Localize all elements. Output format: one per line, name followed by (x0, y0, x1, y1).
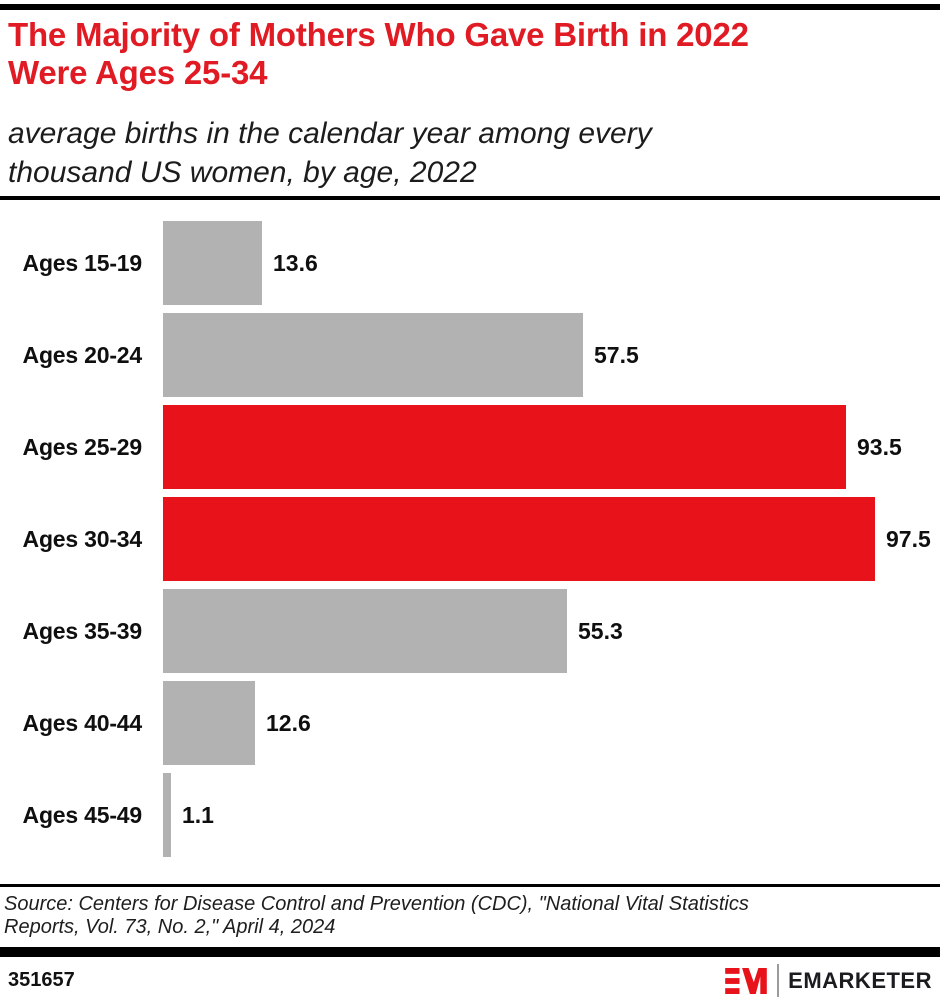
chart-id: 351657 (8, 969, 75, 991)
chart-row: Ages 25-29 93.5 (0, 405, 940, 489)
value-label: 13.6 (273, 249, 318, 276)
value-label: 12.6 (266, 709, 311, 736)
source-divider (0, 884, 940, 887)
category-label: Ages 25-29 (22, 433, 143, 460)
category-label: Ages 40-44 (22, 709, 143, 736)
bottom-black-band (0, 947, 940, 957)
bar (163, 681, 255, 765)
emarketer-wordmark: EMARKETER (788, 967, 932, 993)
chart-row: Ages 45-49 1.1 (0, 773, 940, 857)
chart-title: The Majority of Mothers Who Gave Birth i… (8, 16, 749, 91)
chart-row: Ages 15-19 13.6 (0, 221, 940, 305)
value-label: 57.5 (594, 341, 639, 368)
bar-track: 93.5 (163, 405, 940, 489)
category-label: Ages 45-49 (22, 801, 143, 828)
bar-track: 1.1 (163, 773, 940, 857)
bar-track: 12.6 (163, 681, 940, 765)
bar (163, 221, 262, 305)
bar-track: 57.5 (163, 313, 940, 397)
source-note: Source: Centers for Disease Control and … (4, 893, 749, 938)
bar (163, 497, 875, 581)
category-label: Ages 35-39 (22, 617, 143, 644)
bar (163, 313, 583, 397)
em-monogram-icon (725, 967, 767, 994)
chart-subtitle: average births in the calendar year amon… (8, 117, 652, 189)
header: The Majority of Mothers Who Gave Birth i… (0, 10, 940, 196)
value-label: 55.3 (578, 617, 623, 644)
bar (163, 405, 846, 489)
footer: 351657 EMARKETER (0, 957, 940, 1004)
bar-chart: Ages 15-19 13.6 Ages 20-24 57.5 Ages 25-29 93… (0, 200, 940, 884)
emarketer-logo: EMARKETER (725, 964, 932, 997)
chart-row: Ages 30-34 97.5 (0, 497, 940, 581)
bar-track: 13.6 (163, 221, 940, 305)
header-divider (0, 196, 940, 200)
logo-separator (777, 964, 780, 997)
category-label: Ages 15-19 (22, 249, 143, 276)
chart-row: Ages 35-39 55.3 (0, 589, 940, 673)
value-label: 97.5 (886, 525, 931, 552)
bar-track: 97.5 (163, 497, 940, 581)
category-label: Ages 30-34 (22, 525, 143, 552)
top-black-band (0, 4, 940, 10)
bar (163, 773, 171, 857)
top-margin (0, 0, 940, 4)
bar (163, 589, 567, 673)
bar-track: 55.3 (163, 589, 940, 673)
category-label: Ages 20-24 (22, 341, 143, 368)
value-label: 1.1 (182, 801, 214, 828)
value-label: 93.5 (857, 433, 902, 460)
chart-row: Ages 40-44 12.6 (0, 681, 940, 765)
chart-row: Ages 20-24 57.5 (0, 313, 940, 397)
